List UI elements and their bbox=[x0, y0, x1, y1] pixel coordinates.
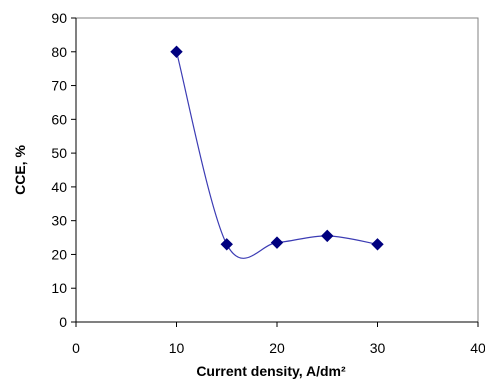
y-tick-label: 10 bbox=[51, 280, 67, 296]
x-tick-label: 30 bbox=[370, 340, 386, 356]
data-point bbox=[270, 236, 284, 249]
y-tick-label: 0 bbox=[59, 314, 67, 330]
data-point bbox=[220, 238, 233, 251]
x-tick-label: 40 bbox=[470, 340, 485, 356]
y-tick-label: 40 bbox=[51, 179, 67, 195]
y-tick-label: 60 bbox=[51, 111, 67, 127]
y-tick-label: 80 bbox=[51, 44, 67, 60]
y-tick-label: 50 bbox=[51, 145, 67, 161]
plot-frame bbox=[75, 17, 479, 323]
y-tick-label: 30 bbox=[51, 213, 67, 229]
y-axis-title: CCE, % bbox=[12, 145, 28, 195]
x-tick-label: 20 bbox=[269, 340, 285, 356]
data-point bbox=[371, 238, 384, 251]
data-point bbox=[170, 45, 183, 58]
plot-area: 0 10 20 30 40 50 60 70 80 90 0 10 20 30 40 bbox=[51, 10, 485, 356]
x-tick-label: 0 bbox=[72, 340, 80, 356]
x-axis-title: Current density, A/dm² bbox=[196, 363, 346, 379]
y-tick-label: 20 bbox=[51, 246, 67, 262]
y-tick-label: 90 bbox=[51, 10, 67, 26]
x-tick-label: 10 bbox=[169, 340, 185, 356]
data-point bbox=[321, 229, 334, 243]
y-tick-label: 70 bbox=[51, 78, 67, 94]
